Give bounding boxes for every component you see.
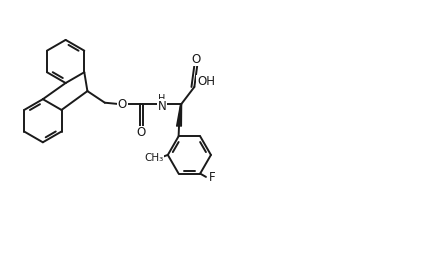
Text: N: N (158, 100, 166, 113)
Text: O: O (137, 126, 146, 139)
Text: OH: OH (197, 76, 215, 88)
Text: CH₃: CH₃ (144, 153, 163, 163)
Text: O: O (118, 98, 127, 111)
Text: O: O (192, 53, 201, 66)
Text: H: H (158, 94, 166, 105)
Text: F: F (208, 171, 215, 184)
